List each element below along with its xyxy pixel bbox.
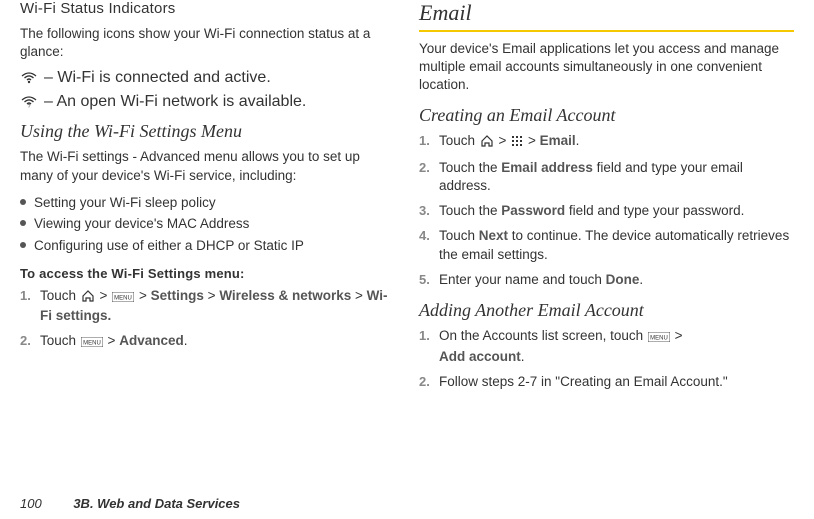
access-steps: Touch > MENU > Settings > Wireless & net… — [20, 287, 395, 354]
period: . — [576, 133, 580, 148]
add-account-label: Add account — [439, 349, 521, 364]
bullet-item: Configuring use of either a DHCP or Stat… — [20, 236, 395, 256]
email-address-field-label: Email address — [501, 160, 593, 175]
gt: > — [139, 288, 147, 303]
step-text: field and type your password. — [565, 203, 744, 218]
step-text: Touch the — [439, 203, 501, 218]
svg-text:MENU: MENU — [650, 335, 668, 341]
apps-grid-icon — [511, 134, 523, 153]
gt: > — [528, 133, 536, 148]
home-icon — [480, 134, 494, 153]
wifi-bullets: Setting your Wi-Fi sleep policy Viewing … — [20, 193, 395, 256]
wifi-open-icon: ? — [20, 95, 38, 109]
svg-text:MENU: MENU — [114, 295, 132, 301]
wireless-label: Wireless & networks — [219, 288, 351, 303]
email-app-label: Email — [540, 133, 576, 148]
period: . — [639, 272, 643, 287]
email-underline — [419, 30, 794, 32]
step-item: Touch > > Email. — [419, 132, 794, 153]
step-text: Touch — [40, 288, 80, 303]
step-item: Touch Next to continue. The device autom… — [419, 227, 794, 265]
menu-icon: MENU — [648, 329, 670, 348]
menu-icon: MENU — [81, 334, 103, 353]
svg-text:?: ? — [28, 104, 31, 108]
next-label: Next — [479, 228, 508, 243]
using-wifi-menu-intro: The Wi-Fi settings - Advanced menu allow… — [20, 148, 395, 184]
gt: > — [100, 288, 108, 303]
done-label: Done — [606, 272, 640, 287]
bullet-item: Setting your Wi-Fi sleep policy — [20, 193, 395, 213]
wifi-connected-line: – Wi-Fi is connected and active. — [20, 69, 395, 87]
step-text: On the Accounts list screen, touch — [439, 328, 647, 343]
page-number: 100 — [20, 496, 42, 511]
access-wifi-subheading: To access the Wi-Fi Settings menu: — [20, 266, 395, 281]
footer-section-title: 3B. Web and Data Services — [73, 496, 240, 511]
svg-text:MENU: MENU — [83, 341, 101, 347]
home-icon — [81, 289, 95, 308]
gt: > — [108, 333, 116, 348]
gt: > — [499, 133, 507, 148]
step-text: Touch the — [439, 160, 501, 175]
password-field-label: Password — [501, 203, 565, 218]
wifi-open-text: – An open Wi-Fi network is available. — [44, 93, 306, 111]
step-item: Touch > MENU > Settings > Wireless & net… — [20, 287, 395, 327]
step-text: Touch — [40, 333, 80, 348]
right-column: Email Your device's Email applications l… — [419, 0, 794, 398]
advanced-label: Advanced — [119, 333, 184, 348]
adding-steps: On the Accounts list screen, touch MENU … — [419, 327, 794, 392]
gt: > — [675, 328, 683, 343]
settings-label: Settings — [151, 288, 204, 303]
page-footer: 100 3B. Web and Data Services — [20, 496, 240, 511]
period: . — [521, 349, 525, 364]
wifi-open-line: ? – An open Wi-Fi network is available. — [20, 93, 395, 111]
step-item: Touch the Password field and type your p… — [419, 202, 794, 221]
wifi-connected-icon — [20, 71, 38, 85]
step-text: Touch — [439, 133, 479, 148]
menu-icon: MENU — [112, 289, 134, 308]
step-text: Touch — [439, 228, 479, 243]
gt: > — [355, 288, 363, 303]
email-intro: Your device's Email applications let you… — [419, 40, 794, 95]
creating-steps: Touch > > Email. Touch the Email address… — [419, 132, 794, 290]
using-wifi-menu-heading: Using the Wi-Fi Settings Menu — [20, 121, 395, 142]
email-heading: Email — [419, 0, 794, 26]
left-column: Wi-Fi Status Indicators The following ic… — [20, 0, 395, 398]
period: . — [184, 333, 188, 348]
wifi-status-heading: Wi-Fi Status Indicators — [20, 0, 395, 17]
wifi-connected-text: – Wi-Fi is connected and active. — [44, 69, 271, 87]
creating-account-heading: Creating an Email Account — [419, 105, 794, 126]
step-item: On the Accounts list screen, touch MENU … — [419, 327, 794, 367]
step-item: Touch MENU > Advanced. — [20, 332, 395, 353]
step-item: Enter your name and touch Done. — [419, 271, 794, 290]
gt: > — [208, 288, 216, 303]
adding-account-heading: Adding Another Email Account — [419, 300, 794, 321]
step-item: Follow steps 2-7 in "Creating an Email A… — [419, 373, 794, 392]
bullet-item: Viewing your device's MAC Address — [20, 214, 395, 234]
step-item: Touch the Email address field and type y… — [419, 159, 794, 197]
step-text: Enter your name and touch — [439, 272, 606, 287]
wifi-status-intro: The following icons show your Wi-Fi conn… — [20, 25, 395, 61]
